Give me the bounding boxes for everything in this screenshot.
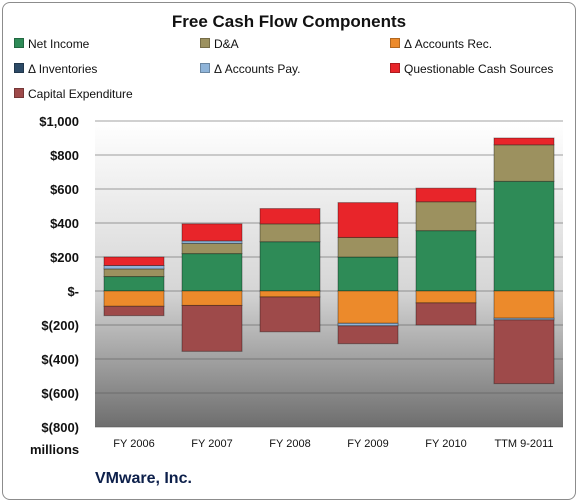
legend-item-d-a: D&A: [200, 37, 239, 51]
company-name: VMware, Inc.: [95, 470, 192, 487]
x-tick-label: FY 2007: [191, 438, 232, 450]
y-tick-label: $600: [50, 182, 79, 197]
legend-label: Questionable Cash Sources: [404, 62, 554, 76]
bar-segment-capital-expenditure: [415, 302, 477, 326]
y-tick-label: $(600): [41, 386, 79, 401]
bar-segment-d-a: [415, 201, 477, 232]
bar-segment-questionable-cash-sources: [493, 137, 555, 146]
bar-segment-questionable-cash-sources: [259, 208, 321, 225]
bar-segment-net-income: [103, 276, 165, 292]
y-tick-label: $400: [50, 216, 79, 231]
bar-segment-delta-accounts-rec: [337, 290, 399, 324]
bar-segment-delta-accounts-rec: [415, 290, 477, 304]
bar-segment-d-a: [337, 236, 399, 258]
bar-segment-delta-accounts-rec: [181, 290, 243, 306]
y-tick-label: $(200): [41, 318, 79, 333]
y-tick-label: $(800): [41, 420, 79, 435]
bar-segment-net-income: [181, 253, 243, 292]
bar-segment-d-a: [493, 144, 555, 182]
legend-label: Δ Accounts Rec.: [404, 37, 493, 51]
legend-item-questionable-cash-sources: Questionable Cash Sources: [390, 62, 553, 76]
legend-swatch: [200, 63, 210, 73]
y-tick-label: $800: [50, 148, 79, 163]
bar-segment-net-income: [259, 241, 321, 292]
bar-segment-capital-expenditure: [103, 305, 165, 317]
x-tick-label: TTM 9-2011: [494, 438, 553, 450]
y-tick-label: $(400): [41, 352, 79, 367]
bar-segment-delta-accounts-rec: [103, 290, 165, 307]
legend-item-delta-inventories: Δ Inventories: [14, 62, 97, 76]
y-tick-label: $-: [67, 284, 79, 299]
legend-item-capital-expenditure: Capital Expenditure: [14, 87, 133, 101]
bar-segment-questionable-cash-sources: [337, 202, 399, 238]
bar-segment-delta-accounts-rec: [259, 290, 321, 298]
y-tick-label: $200: [50, 250, 79, 265]
legend-swatch: [200, 38, 210, 48]
bar-segment-net-income: [493, 180, 555, 292]
legend-label: Net Income: [28, 37, 90, 51]
legend-swatch: [14, 88, 24, 98]
bar-segment-questionable-cash-sources: [181, 223, 243, 242]
bar-segment-capital-expenditure: [493, 319, 555, 385]
legend-swatch: [390, 38, 400, 48]
x-tick-label: FY 2009: [347, 438, 388, 450]
x-tick-label: FY 2006: [113, 438, 154, 450]
bar-segment-delta-accounts-pay: [337, 322, 399, 327]
legend-item-net-income: Net Income: [14, 37, 89, 51]
x-tick-label: FY 2008: [269, 438, 310, 450]
bar-segment-net-income: [415, 230, 477, 292]
y-axis-units-label: millions: [30, 442, 80, 457]
bar-segment-net-income: [337, 256, 399, 292]
legend-item-delta-accounts-rec: Δ Accounts Rec.: [390, 37, 492, 51]
bar-segment-d-a: [103, 268, 165, 278]
legend-swatch: [390, 63, 400, 73]
bar-segment-delta-accounts-pay: [103, 265, 165, 270]
plot-background: [95, 121, 563, 427]
bar-segment-questionable-cash-sources: [415, 187, 477, 203]
x-tick-label: FY 2010: [425, 438, 466, 450]
y-tick-label: $1,000: [39, 114, 79, 129]
legend-label: D&A: [214, 37, 239, 51]
legend-item-delta-accounts-pay: Δ Accounts Pay.: [200, 62, 301, 76]
legend-label: Δ Accounts Pay.: [214, 62, 301, 76]
bar-segment-d-a: [181, 242, 243, 255]
legend-label: Capital Expenditure: [28, 87, 133, 101]
chart-title: Free Cash Flow Components: [171, 12, 407, 31]
bar-segment-capital-expenditure: [181, 304, 243, 352]
bar-segment-capital-expenditure: [337, 325, 399, 345]
bar-segment-questionable-cash-sources: [103, 256, 165, 266]
bar-segment-d-a: [259, 223, 321, 243]
bar-segment-capital-expenditure: [259, 296, 321, 333]
legend-swatch: [14, 63, 24, 73]
legend-label: Δ Inventories: [28, 62, 98, 76]
legend-swatch: [14, 38, 24, 48]
bar-segment-delta-accounts-rec: [493, 290, 555, 319]
